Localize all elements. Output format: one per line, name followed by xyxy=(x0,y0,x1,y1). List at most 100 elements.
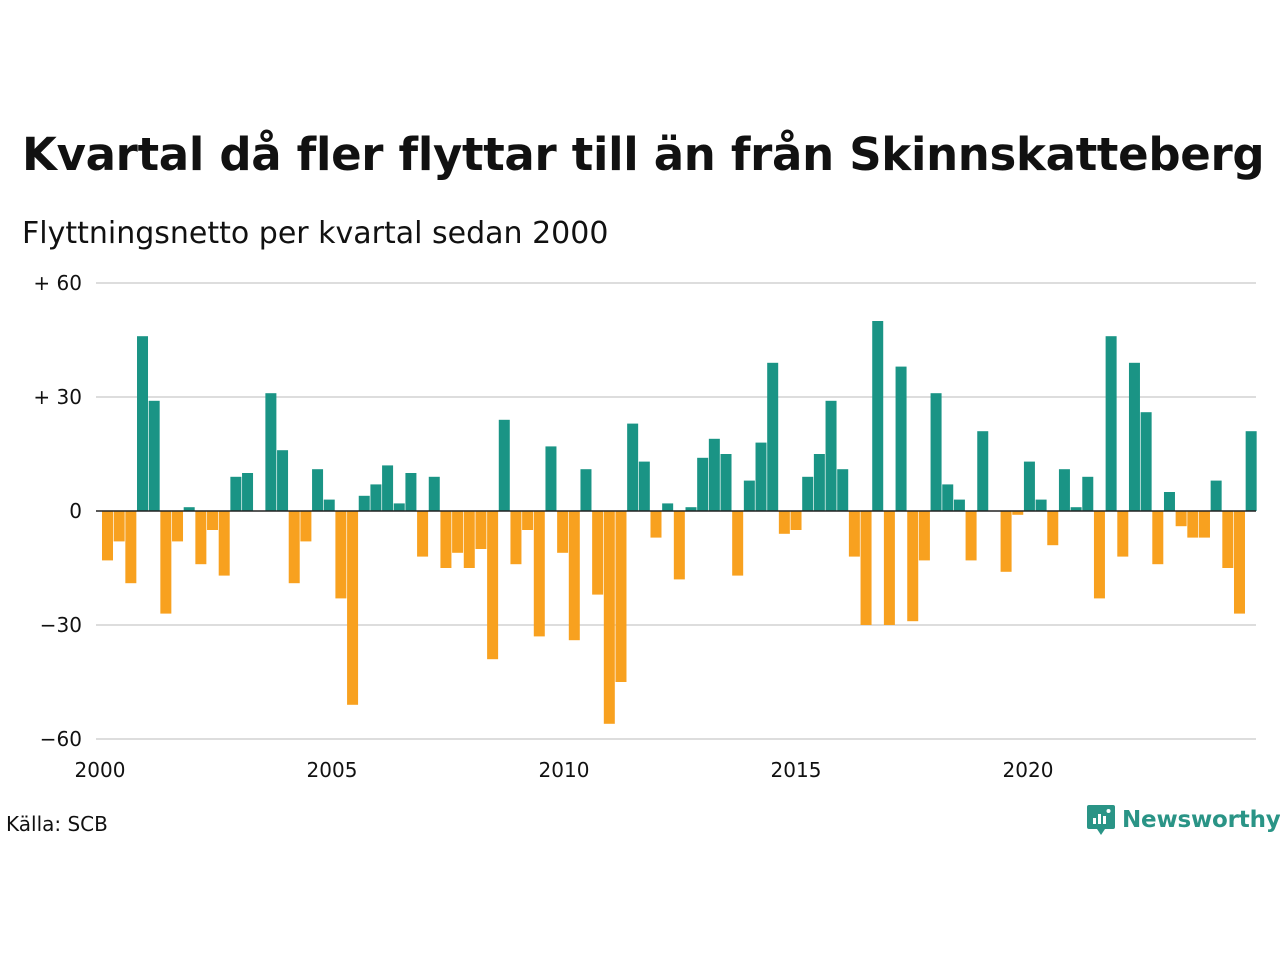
x-tick-label: 2015 xyxy=(771,758,822,782)
bar xyxy=(1152,511,1164,565)
bar xyxy=(160,511,172,614)
bar-chart: + 60 + 30 0 −30 −60 2000 2005 2010 2015 2020 xyxy=(33,271,1257,782)
bar xyxy=(288,511,300,584)
bar xyxy=(440,511,452,568)
bar xyxy=(930,393,942,511)
y-tick-label: −30 xyxy=(40,613,82,637)
bar xyxy=(720,454,732,511)
bar xyxy=(405,473,417,511)
x-tick-label: 2010 xyxy=(539,758,590,782)
bar xyxy=(860,511,872,625)
bar xyxy=(813,454,825,511)
bar xyxy=(370,484,382,511)
bar xyxy=(568,511,580,641)
bar xyxy=(907,511,919,622)
bar xyxy=(1222,511,1234,568)
bar xyxy=(615,511,627,682)
bar xyxy=(790,511,802,530)
bar xyxy=(148,400,160,511)
bar xyxy=(778,511,790,534)
bar xyxy=(382,465,394,511)
bar xyxy=(1093,511,1105,599)
bar xyxy=(650,511,662,538)
bar xyxy=(452,511,464,553)
bar xyxy=(207,511,219,530)
bar xyxy=(1175,511,1187,527)
bar xyxy=(918,511,930,561)
bar xyxy=(300,511,312,542)
bar xyxy=(1233,511,1245,614)
bar xyxy=(708,438,720,511)
brand-logo: Newsworthy xyxy=(1086,803,1280,837)
bar xyxy=(393,503,405,511)
y-tick-label: 0 xyxy=(69,499,82,523)
y-tick-label: −60 xyxy=(40,727,82,751)
chart-title: Kvartal då fler flyttar till än från Ski… xyxy=(22,128,1265,181)
newsworthy-logo-icon xyxy=(1087,805,1115,835)
bar xyxy=(732,511,744,576)
bar xyxy=(1163,492,1175,511)
bar xyxy=(475,511,487,549)
bar xyxy=(743,480,755,511)
bar xyxy=(335,511,347,599)
bar xyxy=(953,499,965,511)
bar xyxy=(977,431,989,511)
bar xyxy=(347,511,359,705)
bar xyxy=(802,476,814,511)
bar xyxy=(242,473,254,511)
bar xyxy=(510,511,522,565)
chart-subtitle: Flyttningsnetto per kvartal sedan 2000 xyxy=(22,216,609,251)
bar xyxy=(522,511,534,530)
bar xyxy=(662,503,674,511)
bar xyxy=(603,511,615,724)
bar xyxy=(358,495,370,511)
bar xyxy=(673,511,685,580)
bar xyxy=(1187,511,1199,538)
bar xyxy=(277,450,289,511)
bar xyxy=(463,511,475,568)
bar xyxy=(1105,336,1117,511)
bar xyxy=(1198,511,1210,538)
bar xyxy=(883,511,895,625)
bar xyxy=(580,469,592,511)
bar xyxy=(265,393,277,511)
bar xyxy=(1070,507,1082,511)
bar xyxy=(312,469,324,511)
source-note: Källa: SCB xyxy=(6,812,108,836)
bar xyxy=(417,511,429,557)
bar xyxy=(825,400,837,511)
bar xyxy=(895,366,907,511)
bar xyxy=(1140,412,1152,511)
bar xyxy=(697,457,709,511)
axes: + 60 + 30 0 −30 −60 2000 2005 2010 2015 2020 xyxy=(33,271,1256,782)
bar xyxy=(125,511,137,584)
bar xyxy=(172,511,184,542)
y-tick-label: + 30 xyxy=(33,385,82,409)
bar xyxy=(323,499,335,511)
bar xyxy=(1058,469,1070,511)
bar xyxy=(848,511,860,557)
bar xyxy=(1082,476,1094,511)
bar xyxy=(218,511,230,576)
bar xyxy=(102,511,113,561)
brand-name: Newsworthy xyxy=(1122,807,1280,833)
x-tick-label: 2000 xyxy=(75,758,126,782)
bar xyxy=(1047,511,1059,546)
bar xyxy=(1117,511,1129,557)
bar xyxy=(533,511,545,637)
bar xyxy=(1128,362,1140,511)
bar xyxy=(195,511,207,565)
bar xyxy=(837,469,849,511)
x-tick-label: 2020 xyxy=(1003,758,1054,782)
bar xyxy=(428,476,440,511)
bar xyxy=(627,423,639,511)
bar-series xyxy=(102,321,1257,724)
bar xyxy=(137,336,149,511)
bar xyxy=(592,511,604,595)
bar xyxy=(557,511,569,553)
bar xyxy=(230,476,242,511)
bar xyxy=(1023,461,1035,511)
bar xyxy=(1245,431,1257,511)
bar xyxy=(965,511,977,561)
bar xyxy=(113,511,125,542)
